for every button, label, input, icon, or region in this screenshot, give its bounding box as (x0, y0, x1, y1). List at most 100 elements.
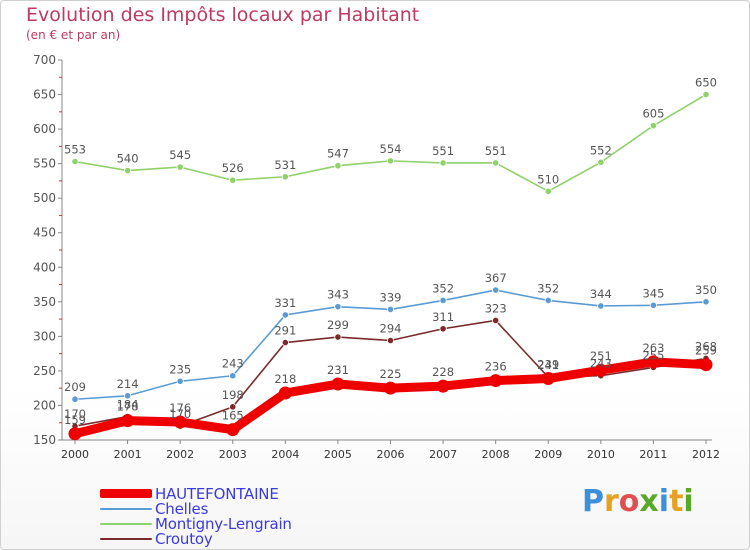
data-point (646, 355, 660, 369)
data-point (71, 395, 79, 403)
data-label: 218 (274, 372, 296, 386)
data-label: 345 (642, 286, 664, 300)
logo-letter: i (683, 484, 694, 519)
data-label: 241 (537, 358, 559, 372)
legend-label-chelles: Chelles (155, 500, 209, 518)
data-label: 251 (590, 349, 612, 363)
y-tick-label: 300 (33, 329, 56, 343)
x-tick-label: 2002 (166, 448, 194, 461)
data-point (649, 301, 658, 309)
data-label: 554 (380, 142, 402, 156)
x-tick-label: 2005 (324, 448, 352, 461)
legend-swatch-hautefontaine (100, 489, 152, 498)
data-label: 605 (642, 107, 664, 121)
data-label: 553 (64, 143, 86, 157)
data-point (702, 298, 710, 306)
legend-swatch-croutoy (100, 538, 152, 540)
data-point (229, 176, 237, 184)
chart-title: Evolution des Impôts locaux par Habitant (26, 4, 420, 26)
data-point (439, 296, 447, 305)
proxiti-logo: Proxiti (582, 484, 694, 519)
data-point (489, 374, 503, 388)
data-label: 551 (485, 144, 507, 158)
x-tick-label: 2004 (271, 448, 299, 461)
y-tick-label: 400 (33, 260, 56, 274)
y-tick-label: 350 (33, 295, 56, 309)
x-tick-label: 2012 (692, 448, 720, 461)
data-label: 255 (642, 348, 664, 362)
data-point (492, 286, 500, 294)
data-label: 268 (695, 339, 717, 353)
data-point (71, 157, 79, 166)
data-label: 323 (485, 301, 507, 315)
data-point (439, 325, 447, 333)
data-point (281, 311, 289, 319)
y-tick-label: 650 (33, 88, 56, 102)
data-label: 352 (432, 281, 454, 295)
data-point (226, 423, 240, 437)
data-point (439, 159, 447, 167)
y-tick-label: 150 (33, 433, 56, 447)
data-point (544, 187, 552, 195)
data-point (176, 163, 184, 171)
data-label: 236 (485, 360, 507, 374)
data-point (541, 372, 555, 386)
logo-letter: t (669, 484, 684, 519)
data-point (699, 358, 713, 372)
data-label: 176 (169, 401, 191, 415)
data-point (597, 158, 605, 166)
data-point (597, 302, 605, 310)
data-point (331, 377, 345, 391)
data-point (594, 363, 608, 377)
data-point (123, 166, 132, 175)
data-label: 352 (537, 281, 559, 295)
data-label: 263 (642, 341, 664, 355)
data-label: 159 (64, 413, 86, 427)
data-point (544, 296, 552, 305)
data-label: 650 (695, 76, 717, 90)
data-point (281, 173, 289, 181)
data-label: 184 (117, 398, 139, 412)
data-label: 243 (222, 357, 244, 371)
logo-letter: r (604, 484, 619, 519)
data-point (436, 379, 450, 393)
data-point (334, 333, 342, 341)
x-tick-label: 2010 (587, 448, 615, 461)
data-point (278, 386, 292, 400)
data-label: 294 (380, 322, 402, 336)
legend-item-hautefontaine: HAUTEFONTAINE (100, 485, 360, 503)
legend: HAUTEFONTAINE Chelles Montigny-Lengrain … (100, 485, 360, 548)
chart-subtitle: (en € et par an) (26, 28, 121, 42)
data-label: 214 (117, 377, 139, 391)
data-label: 547 (327, 147, 349, 161)
x-tick-label: 2003 (219, 448, 247, 461)
data-label: 225 (380, 367, 402, 381)
logo-letter: o (618, 484, 640, 519)
data-point (384, 381, 397, 395)
data-point (121, 414, 135, 428)
data-point (334, 162, 342, 170)
data-point (176, 377, 184, 385)
x-tick-label: 2011 (639, 448, 667, 461)
logo-letter: x (639, 484, 659, 519)
y-tick-label: 500 (33, 191, 56, 205)
y-tick-label: 600 (33, 122, 56, 136)
data-label: 170 (64, 407, 86, 421)
y-tick-label: 700 (33, 53, 56, 67)
data-label: 331 (274, 296, 296, 310)
data-label: 344 (590, 287, 612, 301)
y-tick-label: 450 (33, 226, 56, 240)
data-point (173, 415, 187, 429)
data-label: 531 (274, 158, 296, 172)
x-tick-label: 2001 (114, 448, 142, 461)
legend-item-chelles: Chelles (100, 500, 360, 518)
legend-label-hautefontaine: HAUTEFONTAINE (155, 485, 279, 503)
legend-item-croutoy: Croutoy (100, 530, 360, 548)
data-label: 243 (590, 357, 612, 371)
y-tick-label: 200 (33, 398, 56, 412)
data-label: 239 (537, 358, 559, 372)
data-point (229, 372, 237, 380)
x-tick-label: 2008 (482, 448, 510, 461)
data-point (386, 336, 395, 345)
